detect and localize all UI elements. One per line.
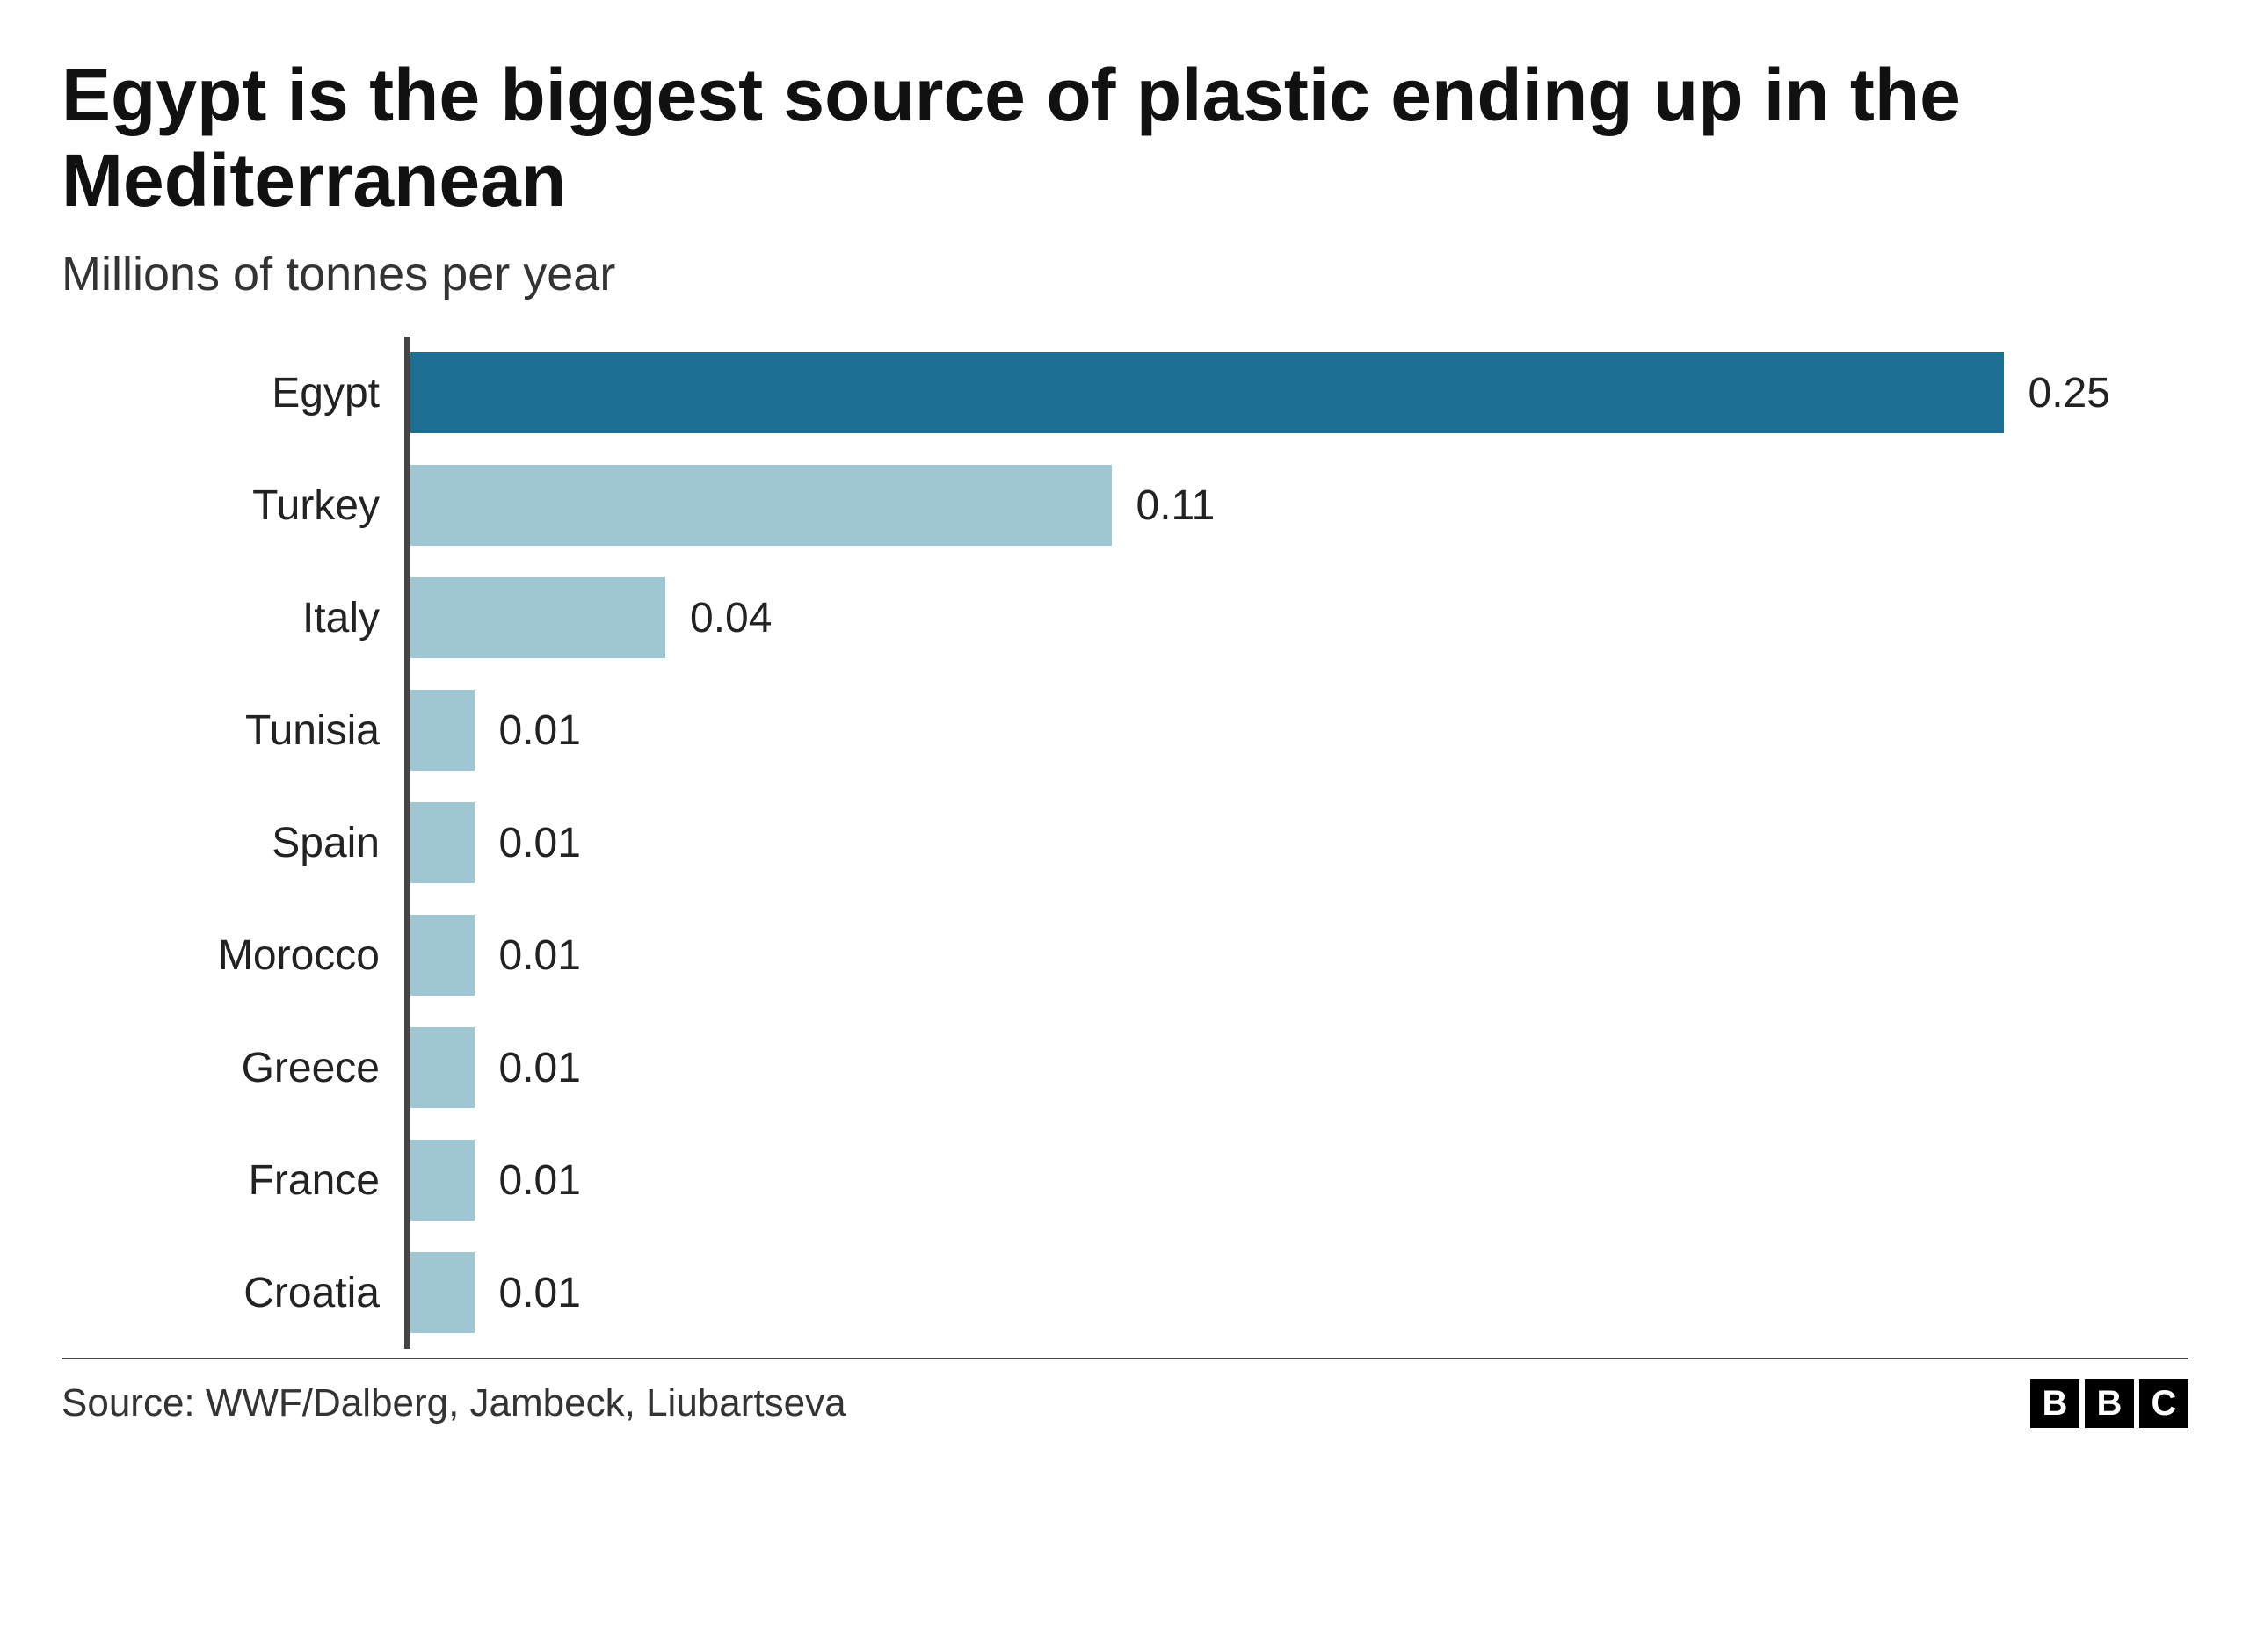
bar [410,1252,475,1333]
y-axis-line [404,674,410,786]
value-label: 0.01 [499,931,581,980]
bar [410,915,475,996]
bar [410,352,2004,433]
bbc-logo-letter: C [2139,1379,2188,1428]
y-axis-line [404,449,410,562]
bbc-logo-letter: B [2085,1379,2134,1428]
chart-title: Egypt is the biggest source of plastic e… [62,53,2188,222]
bar-zone: 0.01 [404,899,2188,1011]
y-axis-line [404,1124,410,1236]
category-label: Italy [62,594,404,642]
bar-chart: Egypt0.25Turkey0.11Italy0.04Tunisia0.01S… [62,337,2188,1349]
bar [410,690,475,771]
bar-zone: 0.11 [404,449,2188,562]
bar-row: Tunisia 0.01 [62,674,2188,786]
bar-zone: 0.04 [404,562,2188,674]
category-label: Croatia [62,1269,404,1317]
category-label: Greece [62,1044,404,1092]
value-label: 0.04 [690,594,772,642]
bar [410,802,475,883]
value-label: 0.01 [499,1156,581,1205]
bar [410,1140,475,1221]
bbc-logo: BBC [2030,1379,2188,1428]
bar-row: France 0.01 [62,1124,2188,1236]
value-label: 0.25 [2029,369,2110,417]
chart-baseline [62,1358,2188,1359]
category-label: Morocco [62,931,404,980]
value-label: 0.01 [499,706,581,755]
chart-subtitle: Millions of tonnes per year [62,247,2188,301]
chart-footer: Source: WWF/Dalberg, Jambeck, Liubartsev… [62,1379,2188,1428]
value-label: 0.01 [499,1044,581,1092]
bar-zone: 0.01 [404,1011,2188,1124]
bbc-logo-letter: B [2030,1379,2079,1428]
y-axis-line [404,1236,410,1349]
bar-row: Italy 0.04 [62,562,2188,674]
bar-row: Croatia 0.01 [62,1236,2188,1349]
y-axis-line [404,786,410,899]
bar-zone: 0.25 [404,337,2188,449]
value-label: 0.01 [499,819,581,867]
value-label: 0.11 [1136,482,1216,530]
y-axis-line [404,337,410,449]
bar-row: Spain 0.01 [62,786,2188,899]
bar [410,577,665,658]
source-text: Source: WWF/Dalberg, Jambeck, Liubartsev… [62,1381,846,1425]
category-label: Turkey [62,482,404,530]
y-axis-line [404,562,410,674]
bar-row: Morocco 0.01 [62,899,2188,1011]
bar-zone: 0.01 [404,674,2188,786]
y-axis-line [404,1011,410,1124]
category-label: Tunisia [62,706,404,755]
value-label: 0.01 [499,1269,581,1317]
bar-zone: 0.01 [404,1236,2188,1349]
y-axis-line [404,899,410,1011]
bar-row: Turkey 0.11 [62,449,2188,562]
bar-zone: 0.01 [404,1124,2188,1236]
bar [410,1027,475,1108]
bar-row: Egypt 0.25 [62,337,2188,449]
category-label: Egypt [62,369,404,417]
bar-zone: 0.01 [404,786,2188,899]
category-label: France [62,1156,404,1205]
bar [410,465,1112,546]
category-label: Spain [62,819,404,867]
bar-row: Greece 0.01 [62,1011,2188,1124]
